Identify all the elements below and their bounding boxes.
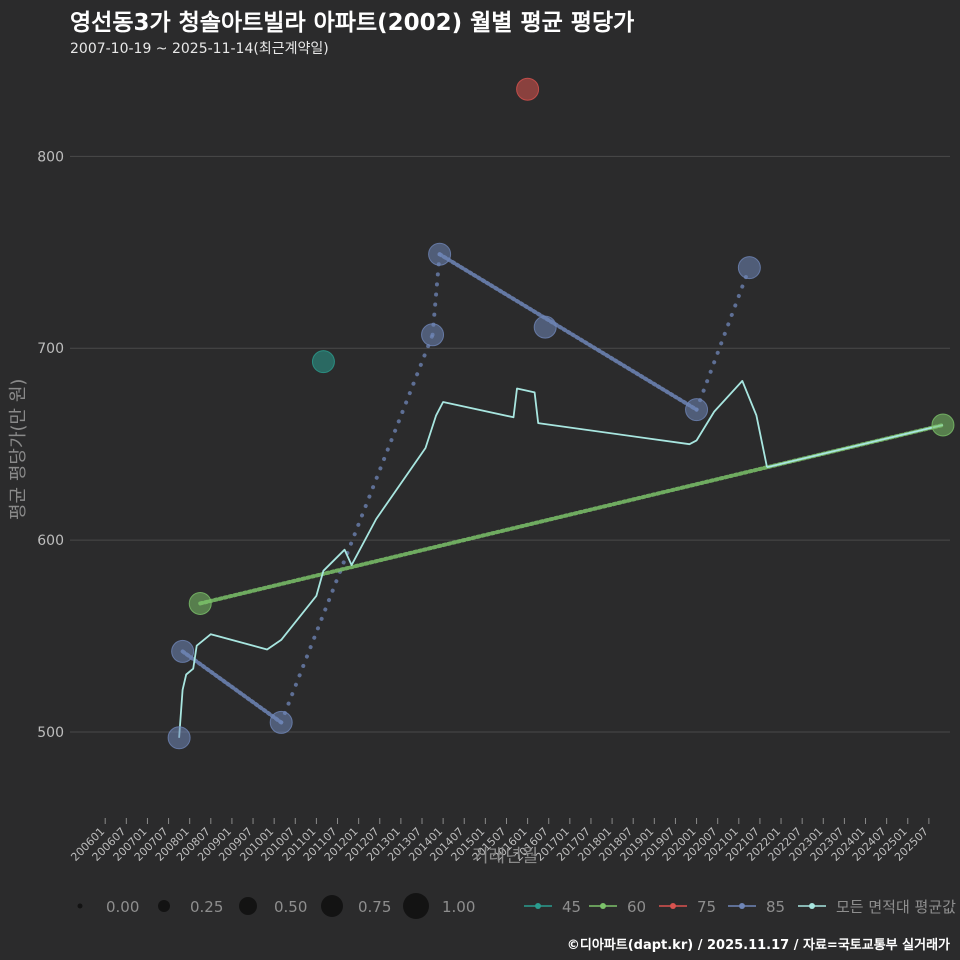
legend-color-dot — [809, 903, 815, 909]
data-point-45 — [311, 350, 335, 374]
legend-size-marker — [239, 897, 257, 915]
legend-size-marker — [158, 900, 170, 912]
average-series-tail — [766, 424, 944, 469]
legend-size-marker — [77, 903, 83, 909]
data-point-85 — [533, 315, 557, 339]
trend-85-link — [430, 252, 442, 337]
legend-color-label: 85 — [766, 898, 785, 916]
legend: 0.00 0.25 0.50 0.75 1.00 45 60 75 85 모든 면적대 평균값 — [77, 893, 956, 919]
grid-lines — [70, 155, 950, 733]
data-point-85 — [737, 256, 761, 280]
data-point-85 — [421, 323, 445, 347]
legend-color-label: 75 — [697, 898, 716, 916]
legend-color-label: 모든 면적대 평균값 — [836, 898, 956, 916]
legend-color-dot — [670, 903, 676, 909]
y-axis-label: 평균 평당가(만 원) — [8, 378, 29, 520]
y-tick-label: 800 — [37, 149, 64, 165]
legend-color-dot — [535, 903, 541, 909]
legend-size-label: 0.50 — [274, 898, 307, 916]
legend-color-label: 45 — [562, 898, 581, 916]
data-point-85 — [428, 242, 452, 266]
trend-85-link — [279, 332, 435, 725]
y-tick-label: 600 — [37, 533, 64, 549]
legend-color-dot — [739, 903, 745, 909]
legend-size-label: 0.00 — [106, 898, 139, 916]
page-title: 영선동3가 청솔아트빌라 아파트(2002) 월별 평균 평당가 — [70, 10, 635, 36]
legend-size-marker — [321, 895, 343, 917]
data-point-85 — [167, 726, 191, 750]
legend-color-dot — [600, 903, 606, 909]
data-point-85 — [171, 639, 195, 663]
legend-color-label: 60 — [627, 898, 646, 916]
data-point-60 — [188, 591, 212, 615]
legend-size-label: 1.00 — [442, 898, 475, 916]
legend-size-label: 0.75 — [358, 898, 391, 916]
date-range-subtitle: 2007-10-19 ~ 2025-11-14(최근계약일) — [70, 41, 329, 57]
trend-85-segment — [437, 252, 699, 412]
average-series-line — [178, 379, 768, 738]
y-tick-label: 700 — [37, 341, 64, 357]
source-caption: ©디아파트(dapt.kr) / 2025.11.17 / 자료=국토교통부 실… — [566, 938, 950, 953]
data-point-85 — [685, 398, 709, 422]
x-axis-label: 거래년월 — [472, 846, 539, 867]
data-point-75 — [516, 77, 540, 101]
legend-size-marker — [403, 893, 429, 919]
legend-size-label: 0.25 — [190, 898, 223, 916]
trend-85-segment — [180, 649, 284, 725]
data-point-85 — [269, 710, 293, 734]
data-point-60 — [931, 413, 955, 437]
y-axis-ticks: 500 600 700 800 — [37, 149, 64, 741]
data-points — [167, 77, 955, 750]
average-line — [178, 379, 944, 738]
y-tick-label: 500 — [37, 725, 64, 741]
